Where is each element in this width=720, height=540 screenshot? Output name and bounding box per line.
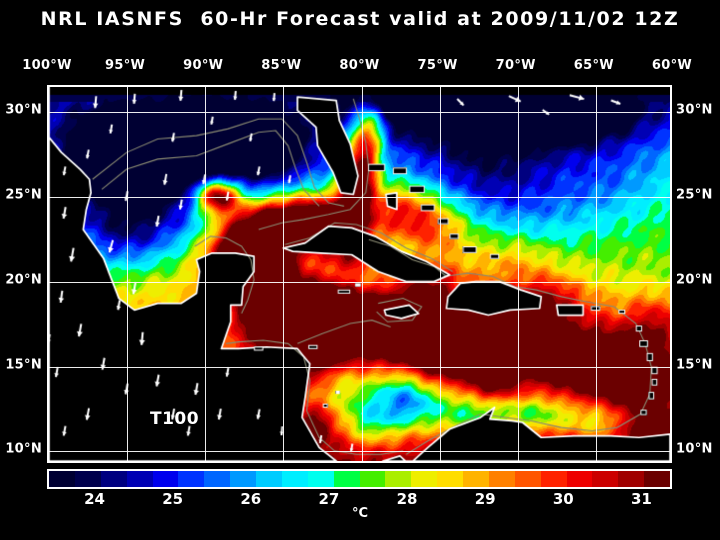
- colorbar-tick-label: 27: [318, 490, 340, 508]
- lon-tick-label: 60°W: [651, 58, 693, 73]
- page-title: NRL IASNFS 60-Hr Forecast valid at 2009/…: [40, 8, 680, 30]
- colorbar-cell: [152, 471, 179, 487]
- lon-tick-label: 80°W: [339, 58, 380, 73]
- colorbar-cell: [204, 471, 231, 487]
- lat-tick-label: 20°N: [5, 272, 42, 288]
- lat-tick-label: 30°N: [5, 102, 42, 118]
- colorbar-tick-label: 26: [240, 490, 262, 508]
- colorbar-cell: [100, 471, 127, 487]
- lon-tick-label: 90°W: [183, 58, 224, 73]
- colorbar-tick-label: 30: [552, 490, 574, 508]
- colorbar-cell: [566, 471, 593, 487]
- lat-tick-label: 20°N: [676, 272, 713, 288]
- lon-tick-label: 65°W: [573, 58, 614, 73]
- colorbar-cell: [307, 471, 334, 487]
- colorbar-cell: [49, 471, 75, 487]
- lon-tick-label: 85°W: [261, 58, 302, 73]
- colorbar-tick-label: 28: [396, 490, 418, 508]
- colorbar-tick-label: 25: [162, 490, 184, 508]
- lat-tick-label: 25°N: [5, 187, 42, 203]
- lat-tick-label: 25°N: [676, 187, 713, 203]
- colorbar-cell: [359, 471, 386, 487]
- colorbar-cell: [411, 471, 438, 487]
- lon-tick-label: 95°W: [105, 58, 146, 73]
- field-label: T100: [150, 409, 200, 429]
- colorbar-cell: [74, 471, 101, 487]
- sst-field-canvas: [49, 87, 670, 461]
- lat-tick-label: 15°N: [676, 357, 713, 373]
- colorbar-cell: [644, 471, 670, 487]
- sst-map[interactable]: T100: [47, 85, 672, 463]
- colorbar-cell: [463, 471, 489, 487]
- colorbar-ticks: 24 25 26 27 28 29 30 31: [47, 490, 672, 508]
- colorbar[interactable]: [47, 469, 672, 489]
- colorbar-cell: [514, 471, 541, 487]
- lon-tick-label: 70°W: [495, 58, 536, 73]
- latitude-axis-left: 30°N 25°N 20°N 15°N 10°N: [0, 85, 46, 463]
- colorbar-cell: [230, 471, 256, 487]
- colorbar-cell: [592, 471, 619, 487]
- colorbar-cell: [333, 471, 360, 487]
- colorbar-cell: [256, 471, 282, 487]
- colorbar-cell: [281, 471, 308, 487]
- colorbar-cell: [126, 471, 153, 487]
- colorbar-cell: [540, 471, 567, 487]
- colorbar-cell: [178, 471, 205, 487]
- lat-tick-label: 10°N: [5, 441, 42, 457]
- lon-tick-label: 100°W: [22, 58, 72, 73]
- lat-tick-label: 30°N: [676, 102, 713, 118]
- colorbar-cell: [488, 471, 515, 487]
- latitude-axis-right: 30°N 25°N 20°N 15°N 10°N: [674, 85, 720, 463]
- longitude-axis-top: 100°W 95°W 90°W 85°W 80°W 75°W 70°W 65°W 60°W: [22, 58, 692, 74]
- lat-tick-label: 15°N: [5, 357, 42, 373]
- lon-tick-label: 75°W: [417, 58, 458, 73]
- colorbar-tick-label: 24: [84, 490, 105, 508]
- colorbar-tick-label: 29: [474, 490, 496, 508]
- colorbar-cell: [385, 471, 412, 487]
- colorbar-tick-label: 31: [630, 490, 652, 508]
- colorbar-cell: [618, 471, 645, 487]
- colorbar-cell: [437, 471, 463, 487]
- lat-tick-label: 10°N: [676, 441, 713, 457]
- colorbar-unit-label: °C: [351, 506, 369, 521]
